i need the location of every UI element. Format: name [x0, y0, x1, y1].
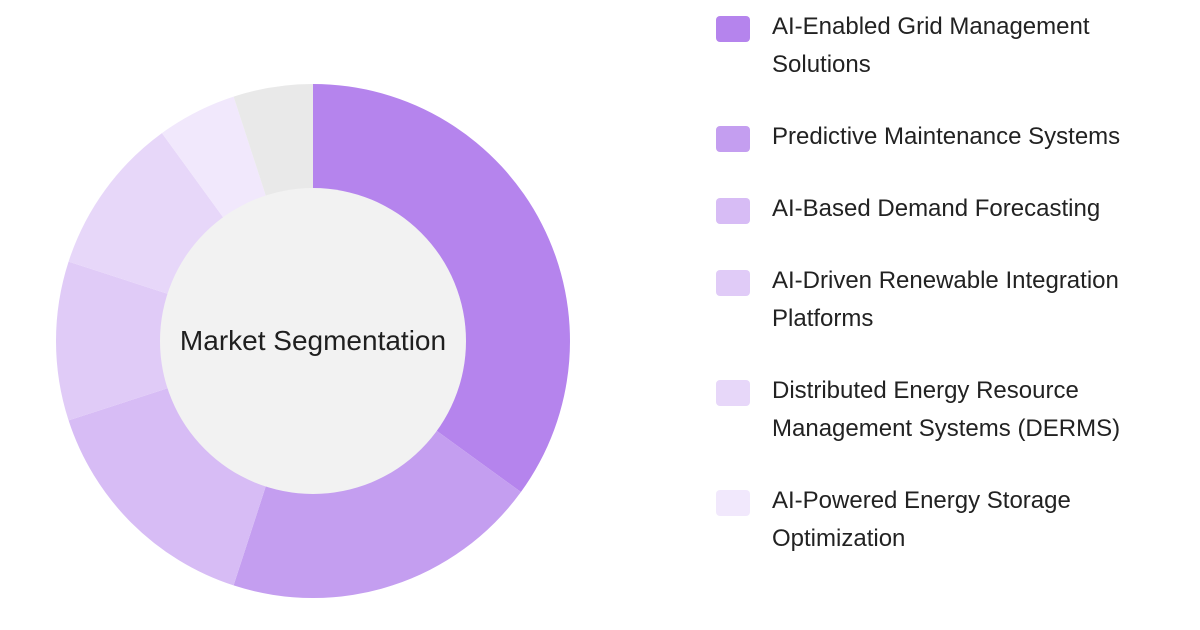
donut-slices [55, 84, 570, 598]
legend-label: Distributed Energy Resource Management S… [772, 377, 1121, 442]
legend-item: AI-Powered Energy Storage Optimization [716, 482, 1186, 558]
legend-swatch [716, 270, 750, 296]
legend-item: AI-Enabled Grid Management Solutions [716, 8, 1186, 84]
donut-chart-svg [55, 84, 570, 598]
legend-label: AI-Enabled Grid Management Solutions [772, 13, 1090, 78]
legend-swatch [716, 198, 750, 224]
legend-item: Distributed Energy Resource Management S… [716, 372, 1186, 448]
legend-swatch [716, 380, 750, 406]
legend-label: AI-Based Demand Forecasting [772, 195, 1101, 222]
legend-label: AI-Driven Renewable Integration Platform… [772, 267, 1119, 332]
legend-label: Predictive Maintenance Systems [772, 123, 1121, 150]
donut-chart: Market Segmentation [55, 84, 570, 598]
legend-item: AI-Driven Renewable Integration Platform… [716, 262, 1186, 338]
center-label: Market Segmentation [179, 325, 447, 356]
legend-label: AI-Powered Energy Storage Optimization [772, 487, 1071, 552]
legend-swatch [716, 126, 750, 152]
legend: AI-Enabled Grid Management Solutions Pre… [716, 8, 1186, 592]
legend-item: Predictive Maintenance Systems [716, 118, 1186, 156]
legend-swatch [716, 16, 750, 42]
donut-center-hole [160, 188, 466, 494]
legend-swatch [716, 490, 750, 516]
legend-item: AI-Based Demand Forecasting [716, 190, 1186, 228]
